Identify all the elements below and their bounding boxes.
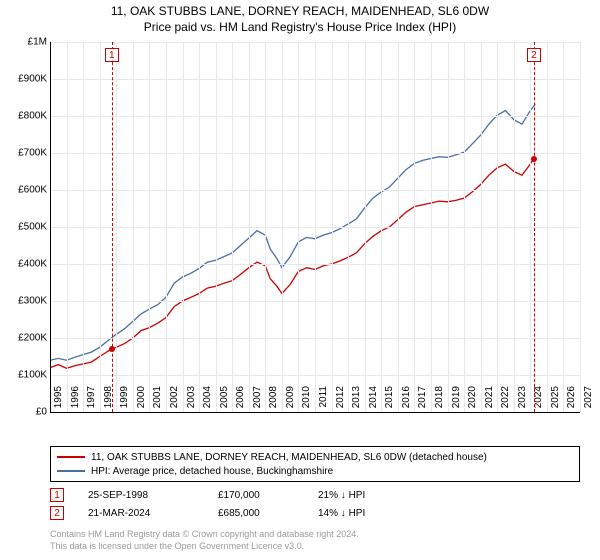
gridline-vertical — [298, 42, 299, 412]
y-axis-label: £500K — [2, 222, 47, 233]
y-axis-label: £900K — [2, 74, 47, 85]
y-axis-label: £300K — [2, 296, 47, 307]
sale-row: 1 25-SEP-1998 £170,000 21% ↓ HPI — [50, 486, 580, 504]
legend-label: 11, OAK STUBBS LANE, DORNEY REACH, MAIDE… — [91, 452, 487, 463]
gridline-vertical — [199, 42, 200, 412]
chart-container: 11, OAK STUBBS LANE, DORNEY REACH, MAIDE… — [0, 0, 600, 560]
gridline-vertical — [381, 42, 382, 412]
gridline-vertical — [282, 42, 283, 412]
gridline-vertical — [332, 42, 333, 412]
sale-point-dot — [531, 156, 537, 162]
gridline-vertical — [414, 42, 415, 412]
sale-marker-flag: 2 — [527, 48, 541, 62]
y-axis-label: £400K — [2, 259, 47, 270]
sales-table: 1 25-SEP-1998 £170,000 21% ↓ HPI 2 21-MA… — [50, 486, 580, 522]
title-subtitle: Price paid vs. HM Land Registry's House … — [0, 20, 600, 34]
gridline-vertical — [547, 42, 548, 412]
footer-line: This data is licensed under the Open Gov… — [50, 540, 359, 552]
gridline-vertical — [431, 42, 432, 412]
legend-swatch — [57, 456, 85, 458]
y-axis-label: £100K — [2, 370, 47, 381]
y-axis-label: £800K — [2, 111, 47, 122]
sale-row: 2 21-MAR-2024 £685,000 14% ↓ HPI — [50, 504, 580, 522]
chart-area: £0£100K£200K£300K£400K£500K£600K£700K£80… — [50, 42, 580, 412]
gridline-vertical — [365, 42, 366, 412]
y-axis-label: £600K — [2, 185, 47, 196]
gridline-vertical — [265, 42, 266, 412]
gridline-vertical — [464, 42, 465, 412]
sale-date: 25-SEP-1998 — [88, 490, 218, 501]
title-block: 11, OAK STUBBS LANE, DORNEY REACH, MAIDE… — [0, 0, 600, 34]
sale-marker-dash — [534, 42, 535, 412]
sale-marker-box: 2 — [50, 506, 64, 520]
y-axis-label: £700K — [2, 148, 47, 159]
legend-row: HPI: Average price, detached house, Buck… — [57, 464, 573, 478]
y-axis-label: £1M — [2, 37, 47, 48]
gridline-vertical — [249, 42, 250, 412]
sale-hpi: 21% ↓ HPI — [318, 490, 438, 501]
gridline-vertical — [530, 42, 531, 412]
gridline-vertical — [348, 42, 349, 412]
gridline-vertical — [83, 42, 84, 412]
plot-surface: £0£100K£200K£300K£400K£500K£600K£700K£80… — [50, 42, 580, 412]
sale-hpi: 14% ↓ HPI — [318, 508, 438, 519]
gridline-vertical — [580, 42, 581, 412]
legend-swatch — [57, 470, 85, 472]
gridline-vertical — [563, 42, 564, 412]
gridline-vertical — [149, 42, 150, 412]
y-axis-label: £0 — [2, 407, 47, 418]
series-line — [50, 104, 535, 360]
legend-label: HPI: Average price, detached house, Buck… — [91, 466, 333, 477]
sale-price: £170,000 — [218, 490, 318, 501]
legend: 11, OAK STUBBS LANE, DORNEY REACH, MAIDE… — [50, 446, 580, 482]
gridline-vertical — [315, 42, 316, 412]
y-axis-label: £200K — [2, 333, 47, 344]
gridline-vertical — [481, 42, 482, 412]
gridline-vertical — [497, 42, 498, 412]
gridline-vertical — [183, 42, 184, 412]
gridline-vertical — [166, 42, 167, 412]
legend-row: 11, OAK STUBBS LANE, DORNEY REACH, MAIDE… — [57, 450, 573, 464]
sale-marker-dash — [112, 42, 113, 412]
sale-date: 21-MAR-2024 — [88, 508, 218, 519]
footer-attribution: Contains HM Land Registry data © Crown c… — [50, 528, 359, 552]
title-address: 11, OAK STUBBS LANE, DORNEY REACH, MAIDE… — [0, 4, 600, 18]
gridline-vertical — [67, 42, 68, 412]
gridline-vertical — [216, 42, 217, 412]
sale-marker-box: 1 — [50, 488, 64, 502]
gridline-vertical — [398, 42, 399, 412]
sale-price: £685,000 — [218, 508, 318, 519]
gridline-vertical — [448, 42, 449, 412]
footer-line: Contains HM Land Registry data © Crown c… — [50, 528, 359, 540]
gridline-vertical — [116, 42, 117, 412]
x-axis-label: 2027 — [583, 386, 594, 416]
gridline-vertical — [514, 42, 515, 412]
gridline-vertical — [100, 42, 101, 412]
sale-point-dot — [109, 346, 115, 352]
gridline-vertical — [133, 42, 134, 412]
gridline-vertical — [232, 42, 233, 412]
sale-marker-flag: 1 — [105, 48, 119, 62]
